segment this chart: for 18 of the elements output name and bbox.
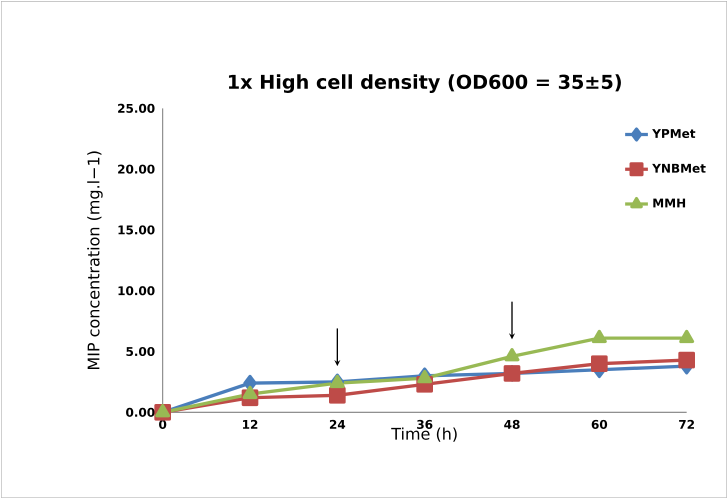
x-tick-label: 48 [504,420,520,429]
x-tick-label: 36 [417,420,432,429]
y-tick-label: 0.00 [126,408,155,417]
x-tick-label: 12 [243,420,258,429]
y-tick-label: 5.00 [126,346,155,356]
y-tick-label: 10.00 [118,286,155,296]
y-tick-label: 25.00 [118,104,155,113]
y-tick-label: 20.00 [118,164,155,174]
y-tick-label: 15.00 [118,225,155,234]
legend-label: YNBMet [652,164,706,173]
x-tick-label: 24 [330,420,346,429]
legend-label: MMH [653,198,686,208]
legend-label: YPMet [652,129,696,138]
x-tick-label: 0 [159,420,166,429]
y-axis-title: MIP concentration (mg.l−1) [87,151,103,370]
x-tick-label: 60 [592,420,608,429]
chart-title: 1x High cell density (OD600 = 35±5) [228,74,621,93]
x-tick-label: 72 [679,420,694,429]
